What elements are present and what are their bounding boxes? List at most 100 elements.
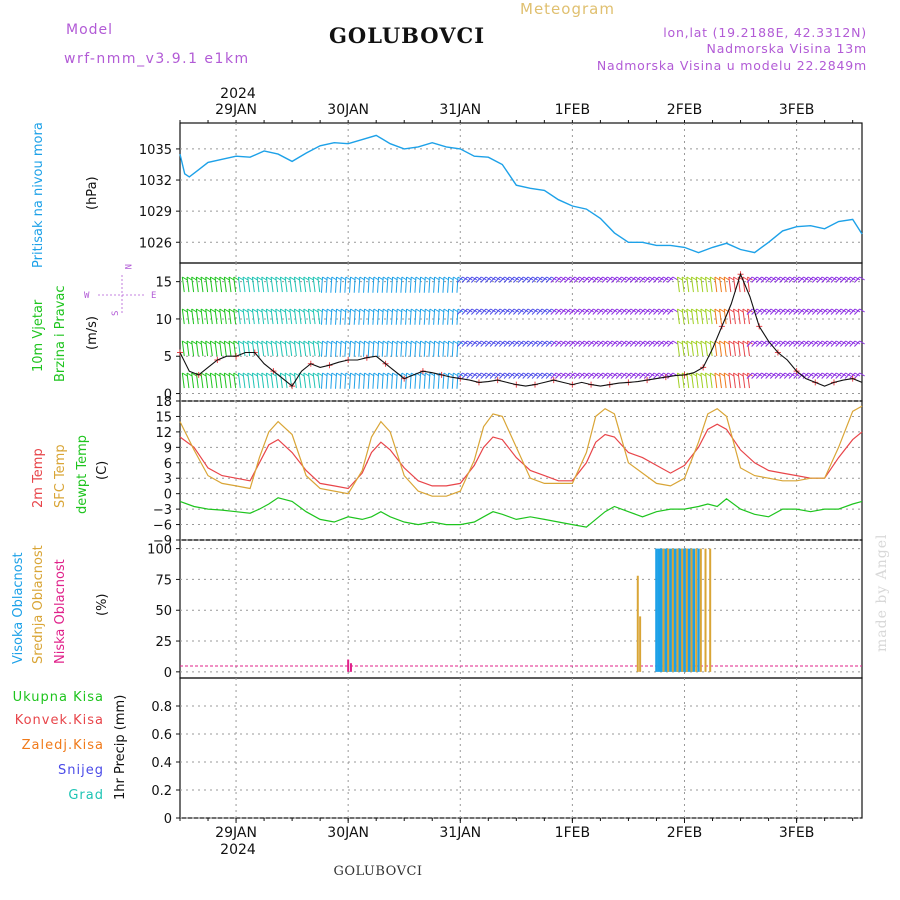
wind-barb: [391, 340, 394, 357]
wind-barb-feather: [784, 276, 791, 281]
wind-barb: [793, 308, 800, 315]
wind-barb: [317, 340, 321, 357]
wind-barb-feather: [831, 276, 837, 281]
wind-barb: [662, 276, 669, 283]
wind-barb: [391, 308, 394, 325]
wind-barb-feather: [481, 340, 487, 345]
wind-barb-feather: [775, 308, 781, 313]
wind-barb-feather: [751, 276, 758, 281]
wind-barb: [335, 276, 337, 293]
wind-barb: [494, 372, 501, 379]
wind-barb-feather: [639, 276, 646, 281]
wind-barb-feather: [808, 340, 814, 345]
wind-barb: [769, 372, 776, 379]
wind-barb: [714, 372, 718, 389]
wind-barb: [807, 308, 814, 315]
wind-barb: [700, 340, 704, 357]
wind-barb: [723, 372, 727, 389]
wind-barb-feather: [233, 308, 239, 313]
wind-barb: [386, 308, 389, 325]
wind-barb-feather: [751, 340, 758, 345]
wind-barb-feather: [294, 308, 300, 313]
wind-barb-feather: [182, 372, 188, 377]
ytick-label: 1026: [139, 236, 172, 251]
wind-barb: [247, 308, 251, 325]
wind-barb: [807, 340, 814, 347]
wind-barb: [186, 308, 190, 325]
cloud-ytick-labels: 0 25 50 75 100: [147, 543, 172, 681]
wind-barb: [620, 372, 627, 379]
wind-barb: [830, 372, 837, 379]
wind-barb-feather: [467, 340, 473, 345]
wind-barb-feather: [630, 276, 637, 281]
compass-rose: N E S W: [84, 264, 156, 316]
wind-barb-feather: [308, 340, 314, 345]
wind-barb-feather: [224, 308, 230, 313]
wind-barb: [386, 340, 389, 357]
wind-barb-feather: [658, 372, 665, 377]
wind-barb: [765, 276, 772, 283]
wind-barb: [587, 340, 594, 347]
wind-barb: [719, 276, 722, 293]
wind-barb: [353, 308, 356, 325]
wind-barb-feather: [756, 340, 763, 345]
wind-barb: [747, 276, 750, 293]
wind-barb: [676, 308, 680, 325]
wind-barb: [414, 372, 417, 389]
wind-barb: [419, 340, 422, 357]
wind-barb-feather: [583, 372, 590, 377]
wind-barb-feather: [663, 276, 669, 281]
wind-barb: [634, 276, 641, 283]
wind-barb-feather: [611, 308, 618, 313]
wind-barb-feather: [672, 308, 679, 313]
wind-barb-feather: [593, 340, 599, 345]
ytick-label: −9: [153, 534, 172, 549]
wind-barb: [485, 340, 491, 347]
wind-barb-feather: [200, 372, 207, 377]
wind-barb-feather: [625, 340, 632, 345]
wind-barb: [233, 308, 237, 325]
wind-barb: [451, 308, 454, 325]
wind-barb: [419, 276, 422, 293]
wind-barb-feather: [798, 340, 805, 345]
wind-barb: [793, 276, 800, 283]
wind-barb-feather: [284, 340, 291, 345]
wind-barb: [545, 308, 552, 315]
wind-barb-feather: [761, 308, 767, 313]
wind-barb: [606, 276, 613, 283]
wind-barb: [527, 340, 534, 347]
wind-barb-feather: [779, 308, 786, 313]
wind-barb: [522, 372, 529, 379]
wind-barb-feather: [499, 308, 506, 313]
wind-barb-feather: [803, 308, 809, 313]
wind-barb: [321, 276, 323, 293]
ytick-label: 6: [164, 457, 172, 472]
wind-barb-feather: [252, 276, 258, 281]
wind-barb-feather: [186, 308, 193, 313]
wind-barb: [261, 276, 265, 293]
wind-barb: [321, 340, 323, 357]
wind-barb-feather: [742, 340, 749, 345]
bottom-year-label: 2024: [220, 842, 256, 858]
wind-barb: [835, 340, 842, 347]
wind-barb: [573, 372, 580, 379]
wind-barb: [358, 340, 361, 357]
wind-barb-feather: [238, 276, 244, 281]
wind-barb-feather: [607, 308, 613, 313]
wind-barb: [728, 308, 732, 325]
wind-barb: [536, 340, 543, 347]
wind-barb: [349, 308, 351, 325]
wind-barb: [760, 276, 767, 283]
wind-barb-feather: [737, 340, 744, 345]
wind-barb: [405, 276, 408, 293]
wind-barb-feather: [200, 308, 207, 313]
wind-barb-feather: [214, 372, 221, 377]
wind-barb-feather: [751, 372, 758, 377]
wind-barb: [261, 308, 265, 325]
wind-barb: [279, 276, 283, 293]
wind-barb-feather: [658, 276, 665, 281]
wind-barb: [615, 372, 622, 379]
wind-barb-feather: [779, 340, 786, 345]
wind-barb: [461, 276, 468, 283]
wind-barb-feather: [733, 308, 739, 313]
